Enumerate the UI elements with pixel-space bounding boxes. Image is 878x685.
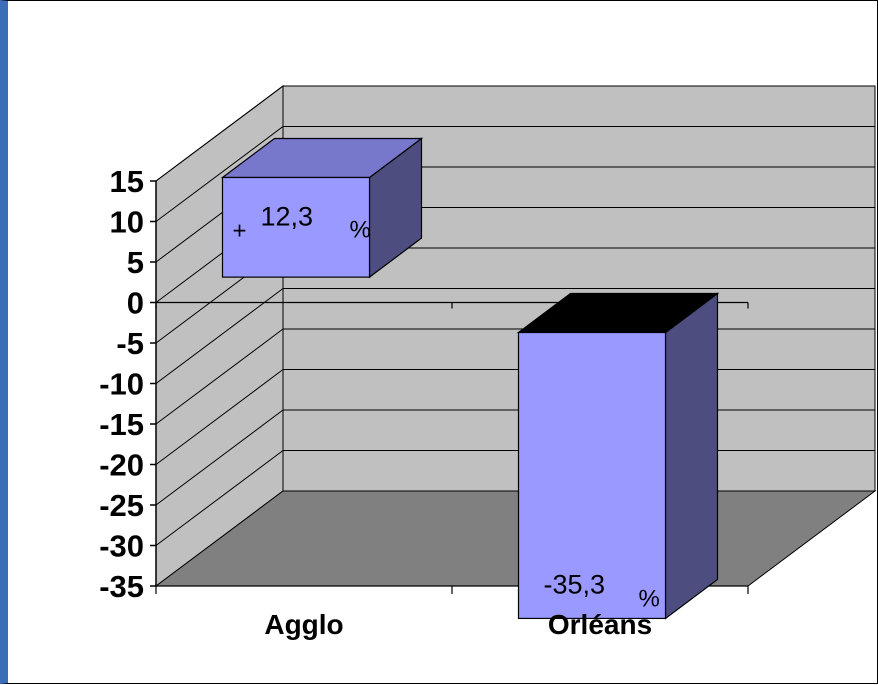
gridline-side bbox=[155, 409, 284, 506]
y-tick-label: -15 bbox=[99, 407, 144, 442]
bar-front-face bbox=[221, 176, 371, 278]
gridline-side bbox=[155, 85, 284, 182]
gridline-side bbox=[155, 328, 284, 425]
y-tick-label: -10 bbox=[99, 367, 144, 402]
gridline-side bbox=[155, 288, 284, 384]
bar-front-face bbox=[517, 331, 667, 620]
data-label-unit: % bbox=[350, 217, 371, 244]
y-tick-label: 10 bbox=[110, 205, 144, 240]
x-axis-category-labels: Agglo Orléans bbox=[264, 609, 652, 640]
chart-floor bbox=[154, 490, 877, 587]
data-label-unit: % bbox=[639, 585, 660, 612]
y-axis-tick-labels: 15 10 5 0 -5 -10 -15 -20 -25 -30 -35 bbox=[99, 164, 144, 604]
data-label-value: 12,3 bbox=[261, 202, 314, 232]
x-category-label: Orléans bbox=[548, 609, 652, 640]
data-label-prefix: + bbox=[233, 218, 247, 245]
gridline-side bbox=[155, 450, 284, 546]
x-category-label: Agglo bbox=[264, 609, 343, 640]
bar-side-face bbox=[664, 292, 719, 620]
data-labels: +12,3 %-35,3% bbox=[233, 202, 660, 613]
data-label-value: -35,3 bbox=[544, 569, 606, 599]
bar-agglo bbox=[220, 137, 424, 279]
chart-bars bbox=[220, 137, 720, 620]
y-tick-label: -35 bbox=[99, 569, 144, 604]
data-label: -35,3% bbox=[544, 569, 660, 612]
data-label: +12,3% bbox=[233, 202, 371, 245]
y-tick-label: 15 bbox=[110, 164, 144, 199]
y-tick-label: 0 bbox=[127, 286, 144, 321]
gridline-side bbox=[155, 369, 284, 465]
y-tick-label: -5 bbox=[116, 326, 144, 361]
gridline-side bbox=[155, 126, 284, 222]
bar-orlans bbox=[516, 292, 720, 620]
y-tick-label: -30 bbox=[99, 529, 144, 564]
y-tick-label: 5 bbox=[127, 245, 144, 280]
y-tick-label: -20 bbox=[99, 448, 144, 483]
y-tick-label: -25 bbox=[99, 488, 144, 523]
